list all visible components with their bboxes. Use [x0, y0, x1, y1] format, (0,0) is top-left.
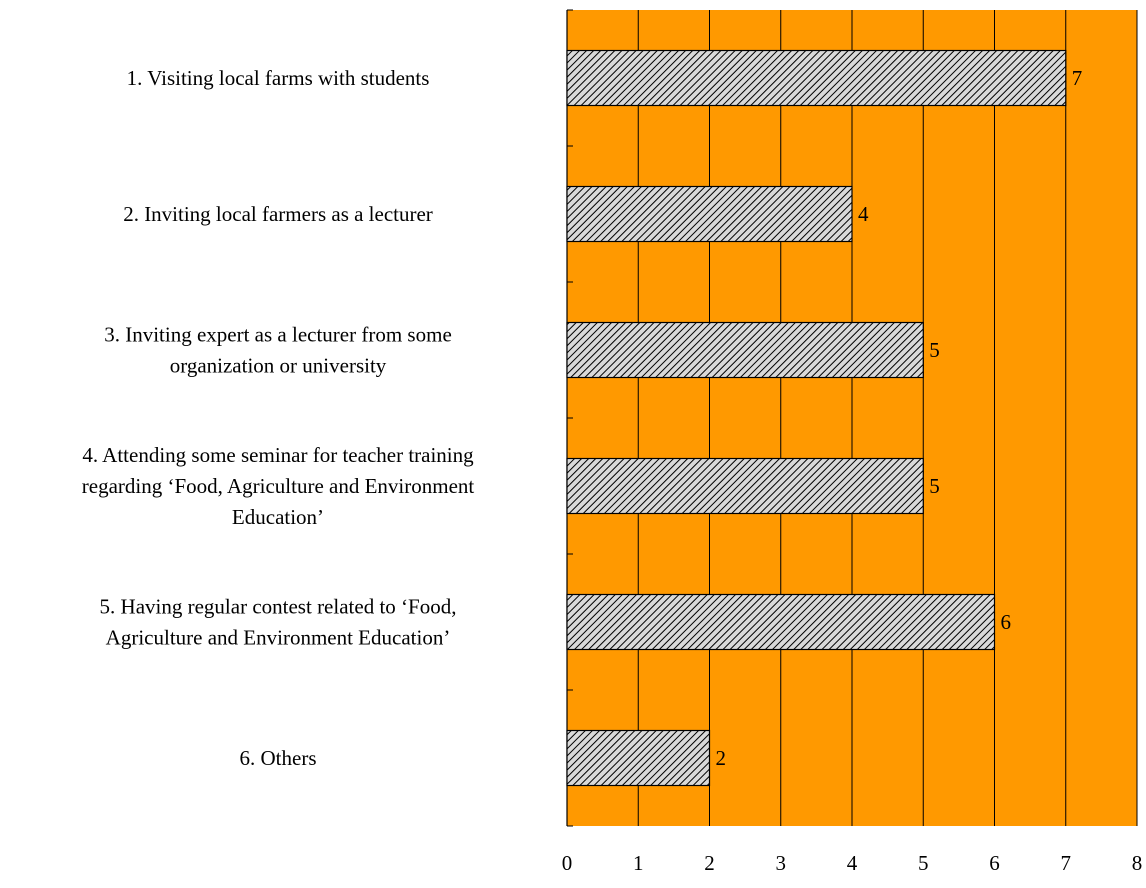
- category-label-5-line-2: Agriculture and Environment Education’: [106, 626, 451, 650]
- category-label-3: 3. Inviting expert as a lecturer from so…: [104, 323, 452, 378]
- category-label-3-line-2: organization or university: [170, 354, 387, 378]
- bar-6: [566, 729, 711, 787]
- bar-2: [566, 185, 853, 243]
- category-label-4-line-3: Education’: [232, 505, 324, 529]
- bar-4: [566, 457, 924, 515]
- bars: [566, 49, 1067, 787]
- value-label-5: 6: [1001, 610, 1012, 634]
- value-label-4: 5: [929, 474, 940, 498]
- value-label-3: 5: [929, 338, 940, 362]
- labels: 7 1. Visiting local farms with students 4 2…: [82, 66, 1143, 875]
- bar-5: [566, 593, 996, 651]
- x-tick-label-8: 8: [1132, 851, 1143, 875]
- category-label-5: 5. Having regular contest related to ‘Fo…: [100, 595, 457, 650]
- x-tick-label-2: 2: [704, 851, 715, 875]
- value-label-6: 2: [716, 746, 727, 770]
- x-tick-label-5: 5: [918, 851, 929, 875]
- category-label-3-line-1: 3. Inviting expert as a lecturer from so…: [104, 323, 452, 347]
- category-label-4: 4. Attending some seminar for teacher tr…: [82, 443, 475, 529]
- category-label-4-line-1: 4. Attending some seminar for teacher tr…: [82, 443, 474, 467]
- category-label-1-line-1: 1. Visiting local farms with students: [127, 66, 430, 90]
- bar-1: [566, 49, 1067, 107]
- x-tick-label-7: 7: [1061, 851, 1072, 875]
- x-tick-label-3: 3: [776, 851, 787, 875]
- x-tick-label-0: 0: [562, 851, 573, 875]
- category-label-5-line-1: 5. Having regular contest related to ‘Fo…: [100, 595, 457, 619]
- value-label-2: 4: [858, 202, 869, 226]
- x-tick-label-6: 6: [989, 851, 1000, 875]
- category-label-6: 6. Others: [240, 746, 317, 770]
- category-label-2: 2. Inviting local farmers as a lecturer: [123, 202, 433, 226]
- x-tick-label-4: 4: [847, 851, 858, 875]
- category-label-6-line-1: 6. Others: [240, 746, 317, 770]
- plot-area: [566, 9, 1138, 827]
- value-label-1: 7: [1072, 66, 1083, 90]
- category-label-2-line-1: 2. Inviting local farmers as a lecturer: [123, 202, 433, 226]
- category-label-1: 1. Visiting local farms with students: [127, 66, 430, 90]
- category-label-4-line-2: regarding ‘Food, Agriculture and Environ…: [82, 474, 475, 498]
- bar-3: [566, 321, 924, 379]
- x-tick-label-1: 1: [633, 851, 644, 875]
